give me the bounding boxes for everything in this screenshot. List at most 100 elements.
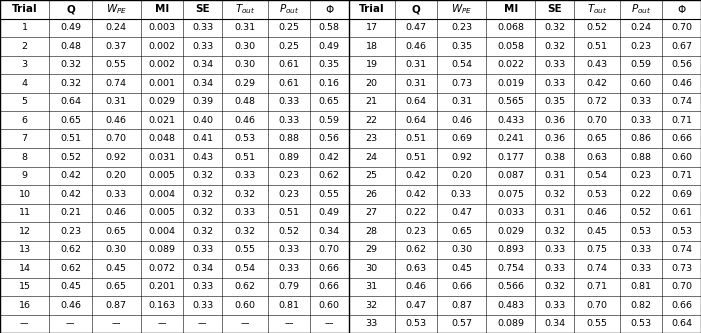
Text: 19: 19 xyxy=(366,60,378,69)
Text: 0.029: 0.029 xyxy=(497,227,524,236)
Text: 0.33: 0.33 xyxy=(544,79,566,88)
Text: 0.32: 0.32 xyxy=(234,190,255,199)
Text: $T_{out}$: $T_{out}$ xyxy=(587,2,607,16)
Text: 29: 29 xyxy=(366,245,378,254)
Text: 0.57: 0.57 xyxy=(451,319,472,328)
Text: 0.058: 0.058 xyxy=(497,42,524,51)
Text: 0.30: 0.30 xyxy=(234,42,255,51)
Text: 0.40: 0.40 xyxy=(192,116,213,125)
Text: 0.63: 0.63 xyxy=(587,153,608,162)
Text: 0.33: 0.33 xyxy=(278,97,299,106)
Text: 0.31: 0.31 xyxy=(451,97,472,106)
Text: 0.32: 0.32 xyxy=(192,190,213,199)
Text: 0.79: 0.79 xyxy=(278,282,299,291)
Text: 0.65: 0.65 xyxy=(451,227,472,236)
Text: 0.32: 0.32 xyxy=(544,23,566,32)
Text: 0.33: 0.33 xyxy=(544,264,566,273)
Text: 25: 25 xyxy=(366,171,378,180)
Text: 0.74: 0.74 xyxy=(671,97,692,106)
Text: 0.53: 0.53 xyxy=(671,227,692,236)
Text: 18: 18 xyxy=(366,42,378,51)
Text: SE: SE xyxy=(196,4,210,14)
Text: 0.087: 0.087 xyxy=(497,171,524,180)
Text: 0.61: 0.61 xyxy=(278,79,299,88)
Text: 0.46: 0.46 xyxy=(106,116,127,125)
Text: 0.62: 0.62 xyxy=(319,171,340,180)
Text: 0.33: 0.33 xyxy=(278,264,299,273)
Text: 0.21: 0.21 xyxy=(60,208,81,217)
Text: 0.36: 0.36 xyxy=(544,134,566,143)
Text: ––: –– xyxy=(240,319,250,328)
Text: 0.23: 0.23 xyxy=(405,227,426,236)
Text: 0.754: 0.754 xyxy=(497,264,524,273)
Text: 5: 5 xyxy=(22,97,27,106)
Text: 0.60: 0.60 xyxy=(671,153,692,162)
Text: ––: –– xyxy=(198,319,207,328)
Text: 0.20: 0.20 xyxy=(106,171,127,180)
Text: 0.36: 0.36 xyxy=(544,116,566,125)
Text: 0.23: 0.23 xyxy=(631,171,652,180)
Text: 0.59: 0.59 xyxy=(319,116,340,125)
Text: 0.53: 0.53 xyxy=(234,134,255,143)
Text: 0.33: 0.33 xyxy=(544,245,566,254)
Text: 21: 21 xyxy=(366,97,378,106)
Text: 0.33: 0.33 xyxy=(192,245,213,254)
Text: 33: 33 xyxy=(365,319,378,328)
Text: $P_{out}$: $P_{out}$ xyxy=(279,2,299,16)
Text: $T_{out}$: $T_{out}$ xyxy=(235,2,255,16)
Text: 0.65: 0.65 xyxy=(106,282,127,291)
Text: 0.33: 0.33 xyxy=(630,97,652,106)
Text: Trial: Trial xyxy=(12,4,37,14)
Text: 0.55: 0.55 xyxy=(587,319,608,328)
Text: Q: Q xyxy=(411,4,420,14)
Text: Trial: Trial xyxy=(359,4,384,14)
Text: 24: 24 xyxy=(366,153,378,162)
Text: 0.47: 0.47 xyxy=(405,23,426,32)
Text: 0.49: 0.49 xyxy=(60,23,81,32)
Text: 0.33: 0.33 xyxy=(630,116,652,125)
Text: 17: 17 xyxy=(366,23,378,32)
Text: 0.33: 0.33 xyxy=(106,190,127,199)
Text: 0.69: 0.69 xyxy=(451,134,472,143)
Text: 30: 30 xyxy=(366,264,378,273)
Text: 0.51: 0.51 xyxy=(405,134,426,143)
Text: Q: Q xyxy=(66,4,75,14)
Text: 0.33: 0.33 xyxy=(192,23,213,32)
Text: 0.53: 0.53 xyxy=(631,319,652,328)
Text: 0.67: 0.67 xyxy=(671,42,692,51)
Text: 23: 23 xyxy=(366,134,378,143)
Text: 0.32: 0.32 xyxy=(544,282,566,291)
Text: 0.45: 0.45 xyxy=(451,264,472,273)
Text: 0.88: 0.88 xyxy=(631,153,652,162)
Text: 0.002: 0.002 xyxy=(149,42,175,51)
Text: 0.64: 0.64 xyxy=(405,97,426,106)
Text: 0.55: 0.55 xyxy=(106,60,127,69)
Text: 0.62: 0.62 xyxy=(405,245,426,254)
Text: 0.002: 0.002 xyxy=(149,60,175,69)
Text: 0.51: 0.51 xyxy=(60,134,81,143)
Text: 0.068: 0.068 xyxy=(497,23,524,32)
Text: 0.89: 0.89 xyxy=(278,153,299,162)
Text: 0.52: 0.52 xyxy=(60,153,81,162)
Text: 0.66: 0.66 xyxy=(451,282,472,291)
Text: 0.031: 0.031 xyxy=(149,153,176,162)
Text: 0.33: 0.33 xyxy=(192,301,213,310)
Text: 0.87: 0.87 xyxy=(106,301,127,310)
Text: 0.38: 0.38 xyxy=(544,153,566,162)
Text: 0.47: 0.47 xyxy=(451,208,472,217)
Text: 3: 3 xyxy=(22,60,28,69)
Text: 0.33: 0.33 xyxy=(630,264,652,273)
Text: 0.25: 0.25 xyxy=(278,42,299,51)
Text: 0.42: 0.42 xyxy=(587,79,608,88)
Text: 0.65: 0.65 xyxy=(587,134,608,143)
Text: 0.23: 0.23 xyxy=(60,227,81,236)
Text: 0.73: 0.73 xyxy=(451,79,472,88)
Text: 0.33: 0.33 xyxy=(451,190,472,199)
Text: ––: –– xyxy=(284,319,294,328)
Text: 0.53: 0.53 xyxy=(587,190,608,199)
Text: 0.66: 0.66 xyxy=(671,134,692,143)
Text: 8: 8 xyxy=(22,153,27,162)
Text: 0.34: 0.34 xyxy=(192,264,213,273)
Text: 0.32: 0.32 xyxy=(544,190,566,199)
Text: $W_{PE}$: $W_{PE}$ xyxy=(451,2,472,16)
